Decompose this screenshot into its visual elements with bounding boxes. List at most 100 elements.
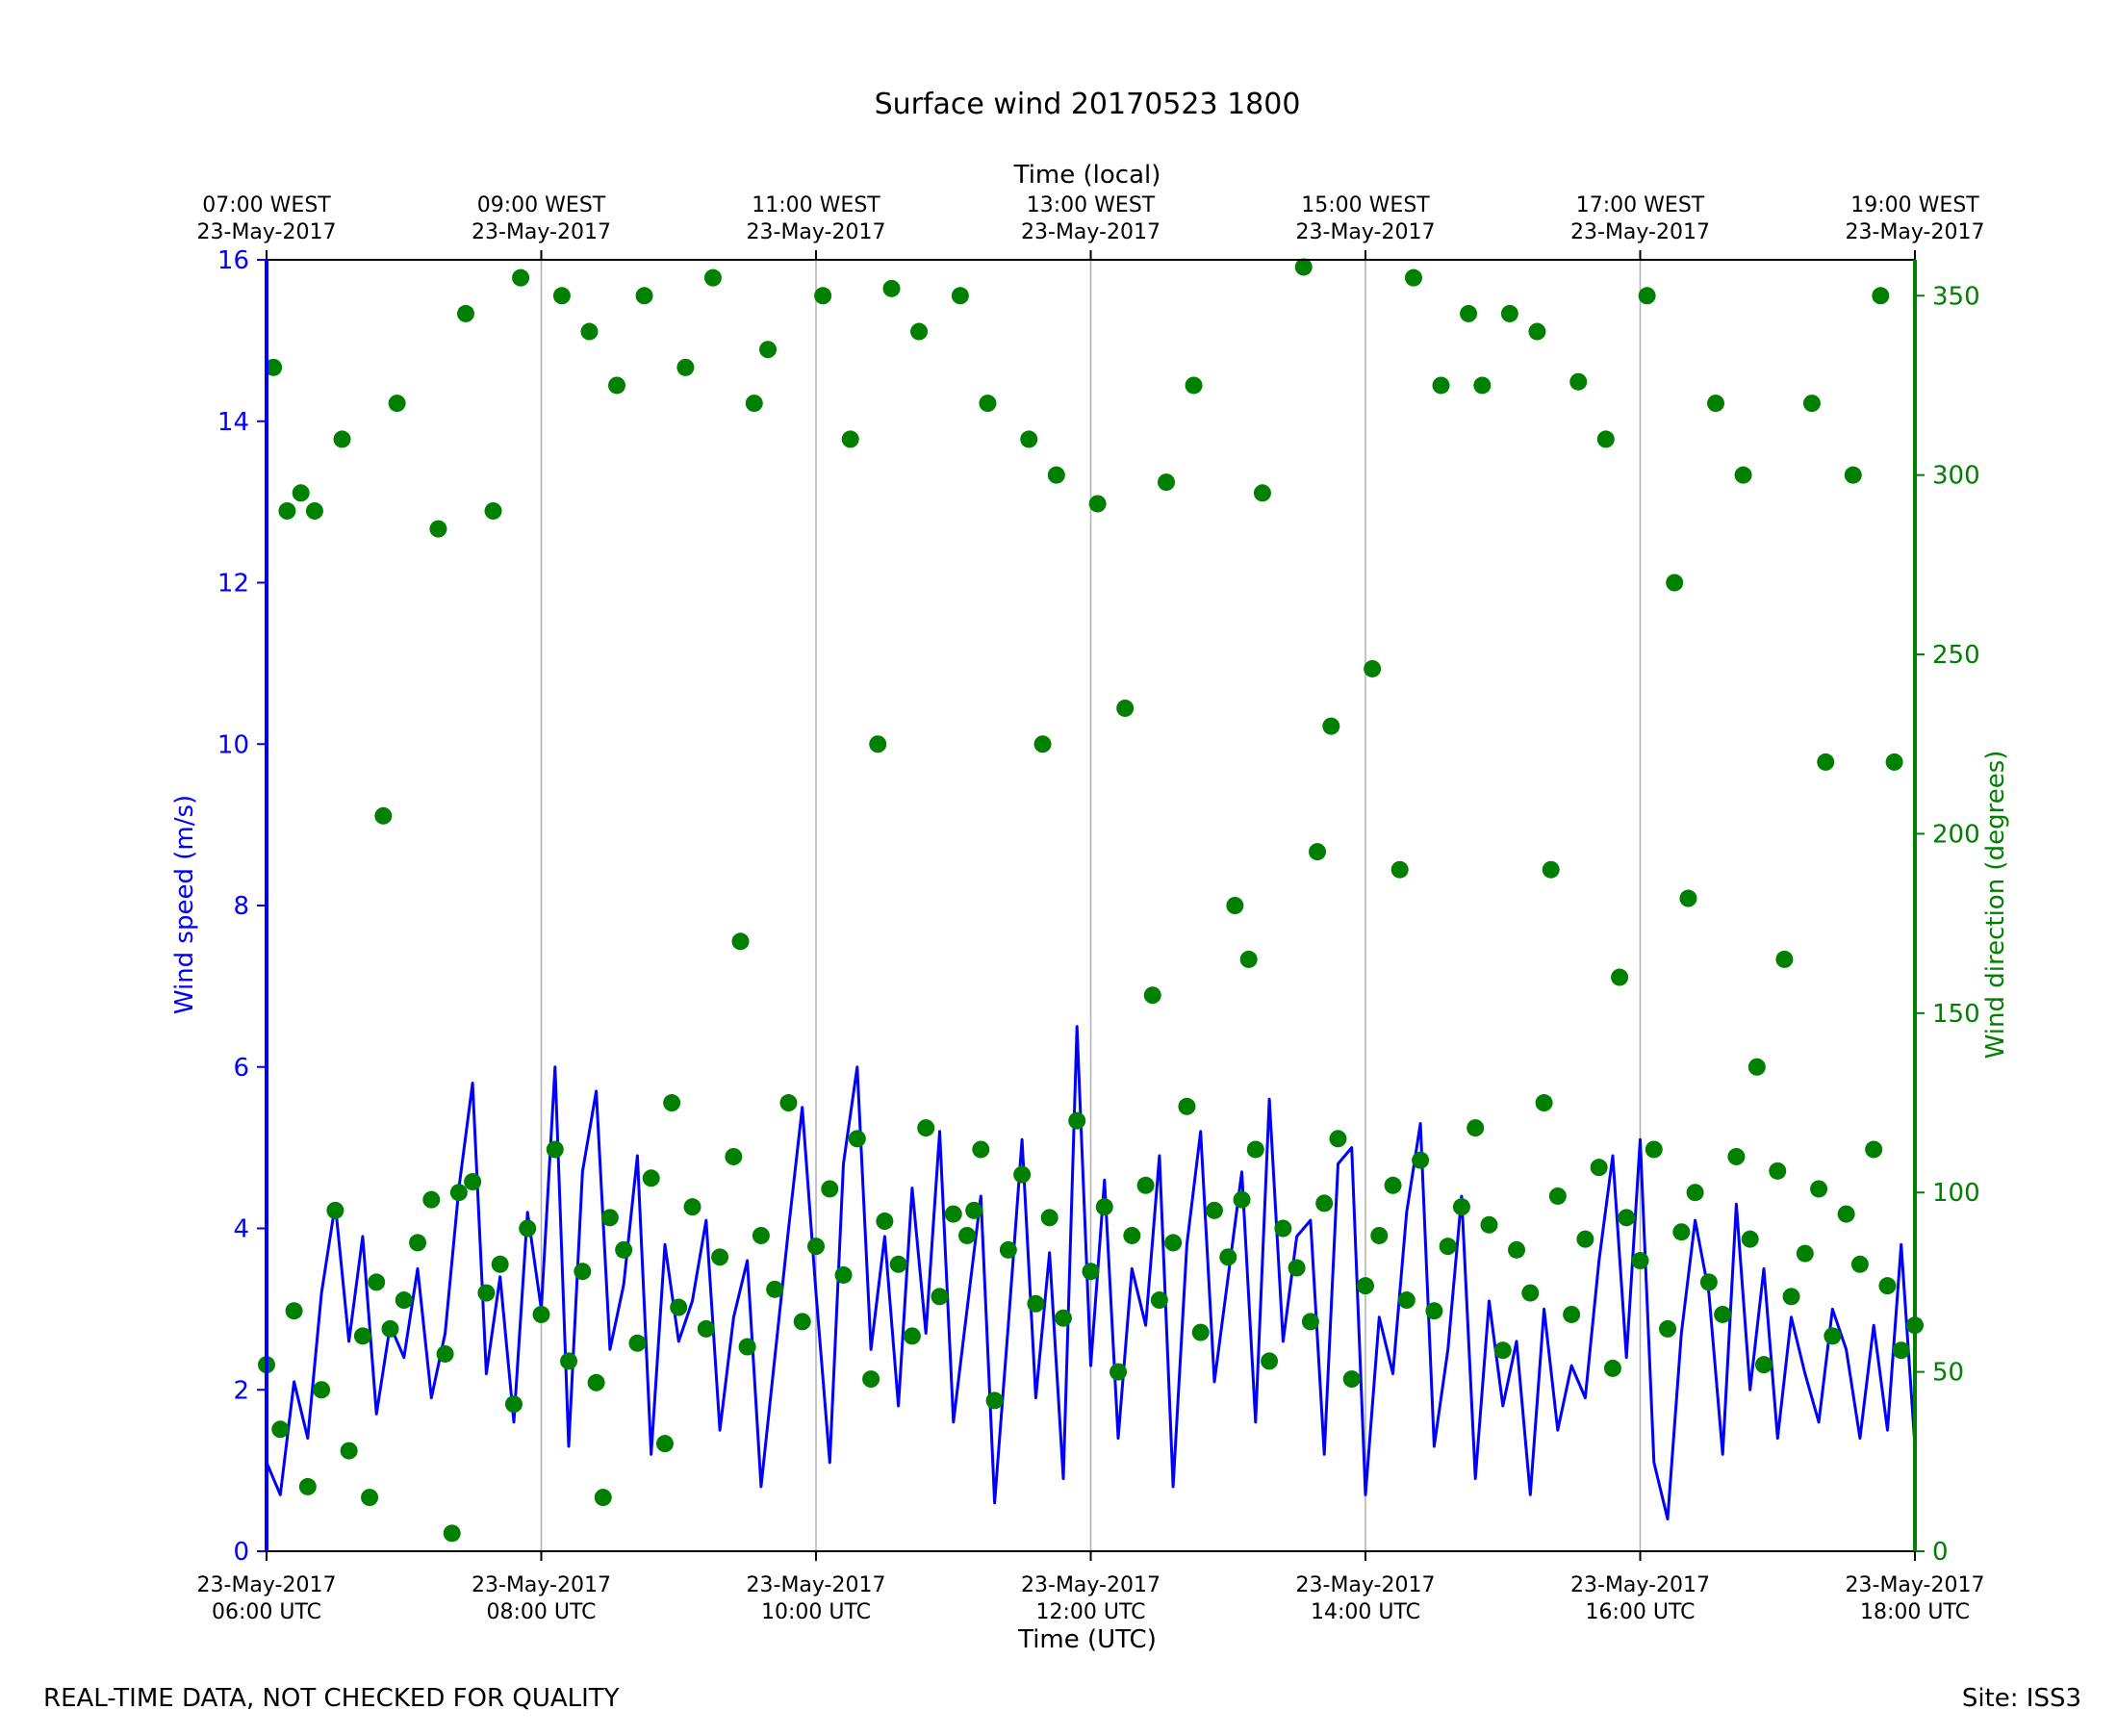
x-axis-label: Time (UTC) <box>1017 1625 1157 1654</box>
wind-direction-point <box>1390 860 1409 879</box>
wind-direction-point <box>779 1094 798 1112</box>
wind-direction-point <box>676 358 695 376</box>
wind-direction-point <box>1542 860 1560 879</box>
wind-direction-point <box>1535 1094 1553 1112</box>
wind-direction-point <box>1452 1198 1470 1216</box>
wind-direction-point <box>532 1305 550 1323</box>
wind-direction-point <box>1659 1319 1677 1338</box>
x-axis-top-label: Time (local) <box>1013 161 1161 190</box>
wind-direction-point <box>1645 1140 1663 1159</box>
x-tick-label-date: 23-May-2017 <box>747 1573 886 1597</box>
x-top-tick-label-date: 23-May-2017 <box>1296 220 1436 244</box>
wind-direction-point <box>594 1489 612 1507</box>
wind-direction-point <box>903 1327 921 1345</box>
wind-direction-point <box>436 1344 454 1363</box>
wind-direction-point <box>972 1140 990 1159</box>
wind-direction-point <box>1603 1359 1621 1377</box>
wind-direction-point <box>1508 1240 1526 1259</box>
y-tick-label: 16 <box>217 246 249 275</box>
y-right-tick-label: 50 <box>1932 1359 1964 1388</box>
wind-direction-point <box>1370 1226 1389 1244</box>
wind-direction-point <box>1054 1309 1072 1327</box>
y-right-tick-label: 150 <box>1932 1000 1980 1029</box>
wind-direction-point <box>793 1313 811 1331</box>
wind-direction-point <box>703 268 722 287</box>
wind-direction-point <box>1707 395 1725 413</box>
wind-direction-point <box>1294 258 1313 276</box>
wind-direction-point <box>292 484 310 502</box>
y-right-tick-label: 200 <box>1932 820 1980 849</box>
wind-direction-point <box>917 1119 935 1137</box>
wind-direction-point <box>381 1319 399 1338</box>
wind-direction-point <box>1274 1219 1292 1238</box>
wind-direction-point <box>388 395 406 413</box>
wind-direction-point <box>449 1184 468 1202</box>
wind-direction-point <box>1412 1151 1430 1169</box>
wind-direction-point <box>862 1370 880 1389</box>
wind-direction-point <box>1164 1234 1183 1252</box>
wind-direction-point <box>759 341 778 359</box>
wind-direction-point <box>600 1209 619 1227</box>
wind-direction-point <box>580 322 599 341</box>
wind-direction-point <box>1404 268 1422 287</box>
x-tick-label-date: 23-May-2017 <box>472 1573 611 1597</box>
wind-direction-point <box>1611 968 1629 986</box>
y-right-tick-label: 0 <box>1932 1538 1949 1567</box>
wind-direction-point <box>1631 1252 1649 1270</box>
wind-direction-point <box>368 1273 386 1291</box>
wind-direction-point <box>305 501 323 520</box>
wind-direction-point <box>271 1420 290 1439</box>
wind-direction-point <box>814 287 832 305</box>
x-tick-label-date: 23-May-2017 <box>1296 1573 1436 1597</box>
y-tick-label: 6 <box>233 1054 249 1083</box>
y-tick-label: 14 <box>217 408 249 437</box>
wind-direction-point <box>1824 1327 1842 1345</box>
axes-layer: 0 2 4 6 8 10 12 14 16 0 50 100 150 200 250 300 350 23-May… <box>197 193 1985 1624</box>
wind-direction-point <box>1309 843 1327 861</box>
wind-direction-point <box>1047 466 1065 484</box>
wind-direction-point <box>409 1234 427 1252</box>
wind-direction-point <box>1095 1198 1113 1216</box>
wind-direction-point <box>1219 1248 1237 1266</box>
wind-direction-point <box>1191 1323 1210 1341</box>
wind-direction-point <box>1480 1215 1498 1234</box>
wind-direction-point <box>1714 1305 1732 1323</box>
x-tick-label-date: 23-May-2017 <box>1021 1573 1161 1597</box>
wind-direction-point <box>628 1334 647 1352</box>
wind-direction-point <box>1810 1180 1828 1198</box>
wind-direction-point <box>1027 1294 1045 1313</box>
wind-direction-point <box>1364 659 1382 677</box>
wind-direction-point <box>395 1291 413 1310</box>
wind-direction-point <box>422 1190 441 1209</box>
x-top-tick-label-time: 19:00 WEST <box>1850 193 1979 217</box>
chart-title: Surface wind 20170523 1800 <box>875 88 1301 121</box>
wind-direction-point <box>1473 376 1492 395</box>
y-axis-right-label: Wind direction (degrees) <box>1981 751 2010 1059</box>
wind-direction-point <box>752 1226 770 1244</box>
wind-direction-point <box>1775 950 1794 968</box>
wind-direction-point <box>1288 1259 1306 1277</box>
wind-direction-point <box>889 1255 907 1273</box>
wind-direction-point <box>1878 1277 1897 1295</box>
wind-direction-point <box>979 395 997 413</box>
wind-direction-point <box>931 1288 949 1306</box>
wind-direction-point <box>1638 287 1656 305</box>
wind-direction-point <box>1150 1291 1168 1310</box>
y-tick-label: 10 <box>217 730 249 759</box>
wind-direction-point <box>1782 1288 1800 1306</box>
wind-direction-point <box>1357 1277 1374 1295</box>
wind-direction-point <box>1741 1230 1759 1248</box>
wind-direction-point <box>1460 304 1478 322</box>
x-tick-label-time: 18:00 UTC <box>1860 1600 1970 1624</box>
wind-direction-point <box>834 1265 853 1284</box>
x-top-tick-label-date: 23-May-2017 <box>472 220 611 244</box>
wind-direction-point <box>546 1140 564 1159</box>
wind-direction-point <box>1500 304 1518 322</box>
y-right-tick-label: 100 <box>1932 1179 1980 1208</box>
wind-direction-point <box>608 376 626 395</box>
wind-direction-point <box>1596 430 1615 448</box>
wind-direction-point <box>965 1201 983 1219</box>
wind-direction-point <box>1342 1370 1361 1389</box>
wind-direction-point <box>1817 753 1835 771</box>
